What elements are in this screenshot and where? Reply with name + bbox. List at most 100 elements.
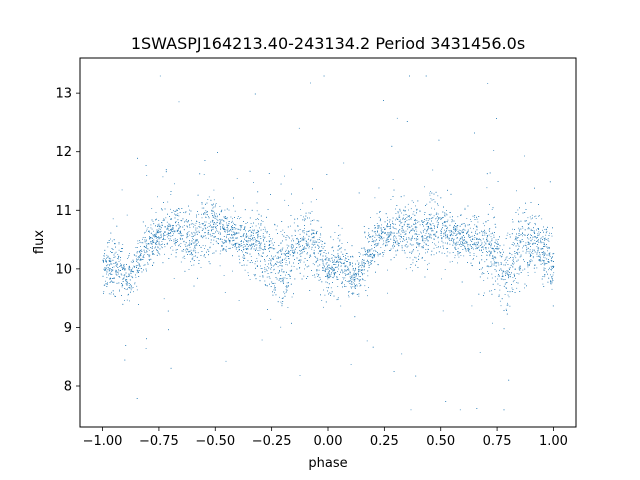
data-point [535, 224, 536, 226]
data-point [344, 284, 345, 286]
data-point [197, 252, 199, 254]
data-point [254, 238, 256, 240]
data-point [422, 230, 424, 231]
data-point [222, 224, 224, 226]
data-point [136, 261, 137, 262]
data-point [302, 230, 303, 232]
data-point [538, 235, 540, 236]
data-point [318, 275, 319, 277]
data-point [332, 261, 334, 263]
data-point [340, 258, 342, 260]
data-point [194, 225, 196, 226]
data-point [341, 269, 343, 271]
data-point [521, 226, 523, 227]
data-point [218, 238, 219, 240]
data-point [309, 254, 311, 256]
data-point [341, 263, 342, 264]
data-point [316, 241, 318, 243]
data-point [392, 222, 393, 224]
data-point [529, 250, 531, 252]
data-point [152, 235, 154, 237]
data-point [315, 256, 316, 258]
data-point [306, 278, 307, 279]
data-point [293, 293, 294, 295]
data-point [441, 237, 443, 238]
data-point [317, 245, 319, 246]
data-point [259, 249, 261, 251]
data-point [127, 288, 128, 290]
data-point [513, 260, 514, 262]
data-point [477, 242, 479, 244]
data-point [225, 218, 226, 219]
data-point [161, 224, 163, 226]
data-point [458, 232, 460, 233]
data-point [173, 230, 175, 232]
data-point [508, 276, 510, 277]
data-point [421, 258, 423, 259]
data-point [169, 223, 171, 225]
data-point [338, 225, 340, 227]
data-point [542, 259, 543, 261]
data-point [382, 252, 383, 254]
data-point [316, 273, 318, 275]
data-point [543, 226, 544, 228]
data-point [194, 250, 196, 252]
data-point [147, 243, 149, 245]
data-point [121, 189, 123, 191]
data-point [298, 260, 300, 261]
data-point [472, 235, 474, 237]
data-point [491, 290, 492, 292]
data-point [493, 234, 495, 236]
data-point [116, 266, 118, 267]
data-point [126, 282, 128, 284]
data-point [287, 250, 289, 252]
data-point [346, 281, 348, 282]
data-point [115, 271, 117, 273]
data-point [441, 232, 442, 234]
data-point [300, 209, 301, 210]
data-point [443, 233, 444, 235]
data-point [303, 239, 305, 241]
data-point [232, 244, 234, 246]
data-point [301, 252, 303, 254]
data-point [490, 246, 492, 248]
data-point [192, 258, 194, 260]
data-point [320, 253, 322, 255]
data-point [482, 272, 484, 273]
data-point [527, 275, 529, 276]
data-point [255, 219, 257, 220]
data-point [427, 249, 429, 250]
data-point [139, 252, 141, 253]
data-point [146, 250, 147, 252]
data-point [153, 254, 155, 255]
data-point [410, 409, 412, 411]
data-point [534, 236, 535, 237]
data-point [386, 238, 388, 240]
data-point [261, 272, 263, 273]
data-point [536, 252, 538, 254]
data-point [421, 257, 423, 258]
data-point [454, 246, 456, 248]
data-point [393, 238, 395, 240]
data-point [211, 210, 213, 212]
data-point [429, 223, 431, 225]
data-point [437, 213, 439, 215]
data-point [502, 271, 504, 273]
data-point [219, 206, 221, 207]
data-point [314, 233, 316, 235]
data-point [158, 238, 160, 240]
data-point [264, 260, 266, 262]
data-point [158, 253, 160, 254]
data-point [151, 251, 153, 253]
data-point [111, 240, 113, 242]
data-point [320, 233, 321, 235]
data-point [225, 249, 227, 250]
data-point [215, 226, 217, 228]
data-point [288, 252, 290, 254]
data-point [550, 283, 552, 285]
data-point [201, 213, 202, 215]
data-point [275, 229, 277, 231]
data-point [196, 245, 198, 246]
data-point [121, 286, 123, 288]
data-point [550, 259, 552, 261]
